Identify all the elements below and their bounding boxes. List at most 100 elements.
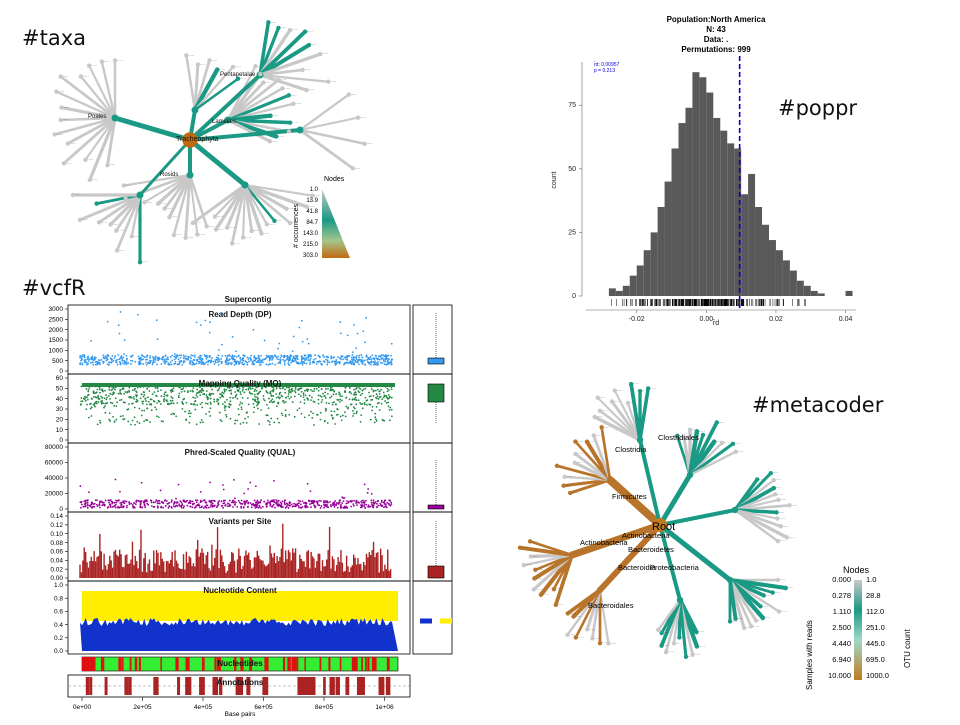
- nucleotides-gap: [234, 657, 237, 671]
- qual-point: [361, 504, 364, 507]
- mq-point: [330, 410, 333, 413]
- qual-point: [360, 500, 363, 503]
- mq-point: [220, 420, 223, 423]
- tree-leaf: [590, 636, 595, 641]
- mq-point: [218, 387, 221, 390]
- depth-point: [362, 360, 365, 363]
- poppr-bar: [845, 290, 853, 296]
- tree-leaf: [142, 200, 147, 205]
- qual-point: [352, 503, 355, 506]
- qual-point: [86, 501, 89, 504]
- mq-point: [284, 401, 287, 403]
- depth-point: [87, 360, 90, 363]
- qual-point: [130, 502, 133, 505]
- depth-point: [301, 357, 304, 360]
- mq-point: [114, 388, 116, 391]
- qual-point: [188, 499, 191, 502]
- qual-point: [390, 503, 393, 506]
- mq-point: [387, 405, 390, 408]
- mq-point: [325, 402, 328, 404]
- qual-point: [167, 506, 170, 509]
- mq-point: [195, 394, 198, 396]
- tree-leaf: [753, 618, 759, 623]
- qual-point: [350, 505, 353, 508]
- poppr-bar: [657, 206, 665, 296]
- vcfr-y-tick-label: 60: [56, 375, 64, 382]
- depth-point: [340, 354, 343, 357]
- mq-point: [344, 386, 347, 389]
- tree-leaf-label: ·····: [82, 218, 88, 222]
- depth-point: [319, 362, 322, 365]
- tree-leaf: [694, 429, 700, 434]
- tree-leaf: [318, 51, 323, 57]
- vcfr-y-tick-label: 2000: [49, 327, 64, 334]
- depth-point: [305, 362, 308, 365]
- mq-point: [224, 401, 226, 403]
- depth-point: [370, 358, 373, 361]
- depth-point: [236, 360, 239, 363]
- depth-point: [218, 360, 220, 363]
- mq-point: [216, 384, 219, 387]
- qual-point: [96, 505, 99, 508]
- depth-point: [153, 358, 156, 361]
- tree-leaf: [712, 439, 717, 444]
- depth-point: [253, 355, 256, 358]
- qual-point: [101, 501, 104, 503]
- depth-point: [288, 356, 291, 359]
- qual-point: [372, 506, 374, 509]
- qual-point: [176, 501, 179, 504]
- mq-point: [100, 401, 103, 404]
- tree-leaf: [268, 113, 273, 118]
- tree-leaf: [96, 220, 102, 225]
- qual-point: [211, 502, 214, 505]
- depth-point: [360, 354, 363, 356]
- mq-point: [317, 394, 320, 397]
- mq-point: [385, 394, 387, 397]
- mq-point: [206, 398, 209, 401]
- depth-point: [375, 362, 378, 364]
- mq-point: [196, 404, 199, 406]
- depth-point: [207, 363, 209, 366]
- depth-point: [382, 354, 385, 357]
- mq-point: [99, 421, 102, 424]
- depth-point: [315, 363, 318, 365]
- tree-leaf: [184, 53, 189, 58]
- mq-point: [224, 409, 227, 412]
- depth-point: [258, 364, 261, 366]
- depth-point: [137, 357, 140, 360]
- tree-leaf: [284, 206, 289, 211]
- mq-point: [329, 396, 332, 399]
- nucleotides-gap: [386, 657, 390, 671]
- mq-point: [217, 403, 220, 406]
- depth-point: [165, 360, 168, 363]
- tree-edge: [138, 138, 192, 197]
- depth-point: [96, 363, 98, 365]
- depth-point: [346, 359, 349, 361]
- mq-point: [359, 420, 362, 423]
- tree-edge: [593, 415, 642, 442]
- qual-point: [375, 502, 378, 505]
- tree-leaf-label: ·····: [217, 215, 223, 219]
- tree-edge: [298, 128, 367, 146]
- mq-point: [383, 419, 386, 422]
- tree-leaf: [249, 228, 254, 234]
- mq-point: [268, 401, 271, 403]
- mq-point: [182, 387, 185, 389]
- depth-point: [288, 364, 291, 366]
- qual-point: [84, 502, 87, 505]
- tree-edge: [193, 63, 200, 112]
- depth-point: [212, 360, 215, 363]
- mq-point: [390, 388, 393, 391]
- tree-leaf: [264, 222, 270, 227]
- qual-point: [330, 505, 333, 508]
- depth-point: [87, 357, 90, 360]
- mq-point: [370, 385, 373, 388]
- depth-point: [351, 358, 353, 361]
- tree-root-node: [182, 132, 198, 148]
- mq-point: [285, 396, 288, 399]
- depth-point: [261, 361, 264, 364]
- depth-point: [156, 363, 158, 366]
- qual-point: [322, 501, 325, 504]
- meta-label-clade: Actinobacteria: [580, 538, 628, 547]
- qual-point: [298, 506, 300, 509]
